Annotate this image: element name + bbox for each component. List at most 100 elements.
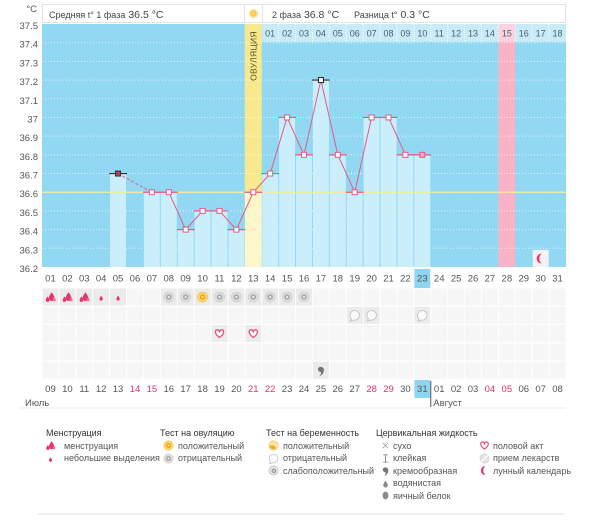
temperature-point[interactable] [233, 226, 240, 233]
event-cell[interactable] [296, 325, 312, 343]
x-tick-label[interactable]: 07 [147, 274, 158, 285]
event-cell[interactable] [380, 325, 397, 343]
event-cell[interactable] [262, 306, 279, 324]
event-cell[interactable] [312, 343, 329, 361]
event-cell[interactable] [329, 306, 346, 324]
x-tick-label[interactable]: 01 [45, 274, 56, 285]
event-cell[interactable] [431, 288, 448, 306]
event-cell[interactable] [160, 361, 177, 379]
event-cell[interactable] [42, 306, 59, 324]
calendar-date[interactable]: 24 [299, 384, 310, 395]
event-cell[interactable] [549, 343, 566, 361]
calendar-date[interactable]: 28 [366, 384, 377, 395]
temperature-bar[interactable] [346, 192, 363, 267]
ovulation-test-negative-icon[interactable] [180, 291, 192, 303]
calendar-date[interactable]: 25 [316, 384, 327, 395]
event-cell[interactable] [363, 325, 380, 343]
calendar-date[interactable]: 30 [400, 384, 411, 395]
temperature-point[interactable] [182, 226, 189, 233]
event-cell[interactable] [194, 343, 211, 361]
event-cell[interactable] [211, 361, 228, 379]
event-cell[interactable] [397, 325, 414, 343]
event-cell[interactable] [110, 361, 127, 379]
x-tick-label[interactable]: 09 [180, 274, 191, 285]
event-cell[interactable] [465, 325, 481, 343]
event-cell[interactable] [177, 306, 194, 324]
temperature-point[interactable] [351, 189, 358, 196]
event-cell[interactable] [363, 288, 380, 306]
event-cell[interactable] [93, 343, 110, 361]
ovulation-test-negative-icon[interactable] [163, 291, 175, 303]
event-cell[interactable] [481, 325, 498, 343]
x-tick-label[interactable]: 24 [434, 274, 445, 285]
x-tick-label[interactable]: 14 [265, 274, 276, 285]
event-cell[interactable] [160, 343, 177, 361]
x-tick-label[interactable]: 29 [518, 274, 529, 285]
calendar-date[interactable]: 06 [518, 384, 529, 395]
temperature-bar[interactable] [143, 192, 160, 267]
event-cell[interactable] [363, 361, 380, 379]
event-cell[interactable] [431, 361, 448, 379]
x-tick-label[interactable]: 21 [383, 274, 394, 285]
event-cell[interactable] [211, 343, 228, 361]
event-cell[interactable] [448, 361, 465, 379]
calendar-date[interactable]: 12 [96, 384, 107, 395]
temperature-bar[interactable] [194, 210, 211, 267]
event-cell[interactable] [194, 325, 211, 343]
event-cell[interactable] [346, 361, 363, 379]
menstruation-icon[interactable] [79, 292, 90, 302]
x-tick-label[interactable]: 22 [400, 274, 411, 285]
temperature-bar[interactable] [160, 192, 177, 267]
intercourse-icon[interactable] [248, 329, 259, 339]
x-tick-label[interactable]: 13 [248, 274, 259, 285]
event-cell[interactable] [498, 306, 515, 324]
spotting-icon[interactable] [99, 295, 103, 301]
event-cell[interactable] [262, 343, 279, 361]
event-cell[interactable] [127, 288, 143, 306]
event-cell[interactable] [76, 343, 93, 361]
event-cell[interactable] [262, 361, 279, 379]
event-cell[interactable] [431, 325, 448, 343]
temperature-bar[interactable] [312, 80, 329, 267]
calendar-date[interactable]: 18 [197, 384, 208, 395]
event-cell[interactable] [211, 306, 228, 324]
event-cell[interactable] [42, 361, 59, 379]
temperature-point[interactable] [317, 77, 324, 84]
event-cell[interactable] [481, 361, 498, 379]
event-cell[interactable] [110, 306, 127, 324]
x-tick-label[interactable]: 10 [197, 274, 208, 285]
event-cell[interactable] [414, 325, 431, 343]
event-cell[interactable] [160, 325, 177, 343]
event-cell[interactable] [329, 325, 346, 343]
event-cell[interactable] [59, 343, 76, 361]
pregnancy-test-negative-icon[interactable] [366, 310, 377, 322]
calendar-date[interactable]: 05 [502, 384, 513, 395]
event-cell[interactable] [279, 361, 296, 379]
temperature-point[interactable] [250, 189, 257, 196]
event-cell[interactable] [143, 288, 160, 306]
ovulation-test-negative-icon[interactable] [230, 291, 242, 303]
event-cell[interactable] [279, 306, 296, 324]
x-tick-label[interactable]: 25 [451, 274, 462, 285]
temperature-point[interactable] [419, 151, 426, 158]
x-tick-label[interactable]: 15 [282, 274, 293, 285]
calendar-date[interactable]: 13 [113, 384, 124, 395]
temperature-bar[interactable] [228, 229, 245, 267]
event-cell[interactable] [279, 343, 296, 361]
event-cell[interactable] [194, 361, 211, 379]
event-cell[interactable] [414, 343, 431, 361]
temperature-bar[interactable] [329, 154, 346, 267]
event-cell[interactable] [515, 325, 532, 343]
event-cell[interactable] [42, 325, 59, 343]
event-cell[interactable] [549, 325, 566, 343]
x-tick-label[interactable]: 16 [299, 274, 310, 285]
event-cell[interactable] [329, 361, 346, 379]
event-cell[interactable] [380, 361, 397, 379]
temperature-bar[interactable] [211, 210, 228, 267]
event-cell[interactable] [346, 343, 363, 361]
calendar-date[interactable]: 07 [535, 384, 546, 395]
event-cell[interactable] [228, 325, 245, 343]
event-cell[interactable] [465, 343, 481, 361]
calendar-date[interactable]: 10 [62, 384, 73, 395]
event-cell[interactable] [498, 288, 515, 306]
